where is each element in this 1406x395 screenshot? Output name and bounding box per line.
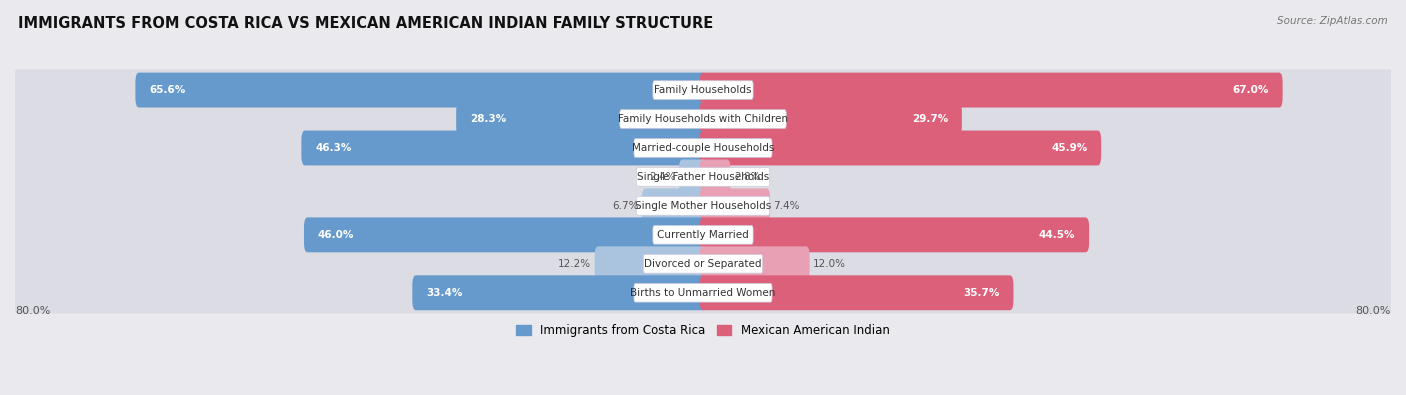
Text: 44.5%: 44.5% [1039, 230, 1076, 240]
Text: 7.4%: 7.4% [773, 201, 800, 211]
FancyBboxPatch shape [644, 254, 762, 273]
Text: 35.7%: 35.7% [963, 288, 1000, 298]
Text: 65.6%: 65.6% [149, 85, 186, 95]
Text: Divorced or Separated: Divorced or Separated [644, 259, 762, 269]
Text: 46.0%: 46.0% [318, 230, 354, 240]
FancyBboxPatch shape [652, 226, 754, 244]
FancyBboxPatch shape [700, 275, 1014, 310]
FancyBboxPatch shape [14, 185, 1392, 227]
Text: Married-couple Households: Married-couple Households [631, 143, 775, 153]
Text: Family Households: Family Households [654, 85, 752, 95]
Text: Single Mother Households: Single Mother Households [636, 201, 770, 211]
Text: Currently Married: Currently Married [657, 230, 749, 240]
Text: 46.3%: 46.3% [315, 143, 352, 153]
FancyBboxPatch shape [700, 73, 1282, 107]
FancyBboxPatch shape [14, 243, 1392, 284]
Legend: Immigrants from Costa Rica, Mexican American Indian: Immigrants from Costa Rica, Mexican Amer… [512, 319, 894, 342]
FancyBboxPatch shape [14, 214, 1392, 256]
FancyBboxPatch shape [634, 139, 772, 157]
FancyBboxPatch shape [595, 246, 706, 281]
Text: 80.0%: 80.0% [1355, 307, 1391, 316]
Text: 12.2%: 12.2% [558, 259, 591, 269]
FancyBboxPatch shape [304, 217, 706, 252]
FancyBboxPatch shape [700, 217, 1090, 252]
Text: Single Father Households: Single Father Households [637, 172, 769, 182]
Text: 80.0%: 80.0% [15, 307, 51, 316]
FancyBboxPatch shape [14, 127, 1392, 169]
FancyBboxPatch shape [634, 284, 772, 302]
FancyBboxPatch shape [652, 81, 754, 100]
FancyBboxPatch shape [135, 73, 706, 107]
FancyBboxPatch shape [700, 160, 731, 194]
FancyBboxPatch shape [456, 102, 706, 137]
FancyBboxPatch shape [679, 160, 706, 194]
Text: 67.0%: 67.0% [1233, 85, 1268, 95]
Text: IMMIGRANTS FROM COSTA RICA VS MEXICAN AMERICAN INDIAN FAMILY STRUCTURE: IMMIGRANTS FROM COSTA RICA VS MEXICAN AM… [18, 16, 713, 31]
FancyBboxPatch shape [301, 130, 706, 166]
FancyBboxPatch shape [637, 167, 769, 186]
Text: 2.8%: 2.8% [734, 172, 761, 182]
Text: 28.3%: 28.3% [470, 114, 506, 124]
Text: 2.4%: 2.4% [650, 172, 675, 182]
FancyBboxPatch shape [700, 130, 1101, 166]
Text: Births to Unmarried Women: Births to Unmarried Women [630, 288, 776, 298]
FancyBboxPatch shape [637, 197, 769, 215]
Text: 29.7%: 29.7% [912, 114, 948, 124]
FancyBboxPatch shape [412, 275, 706, 310]
FancyBboxPatch shape [14, 156, 1392, 198]
FancyBboxPatch shape [700, 246, 810, 281]
FancyBboxPatch shape [14, 70, 1392, 111]
FancyBboxPatch shape [643, 188, 706, 223]
Text: Family Households with Children: Family Households with Children [619, 114, 787, 124]
Text: 6.7%: 6.7% [612, 201, 638, 211]
FancyBboxPatch shape [700, 188, 770, 223]
FancyBboxPatch shape [14, 98, 1392, 140]
FancyBboxPatch shape [700, 102, 962, 137]
Text: 45.9%: 45.9% [1052, 143, 1087, 153]
Text: 12.0%: 12.0% [813, 259, 846, 269]
FancyBboxPatch shape [14, 272, 1392, 314]
Text: 33.4%: 33.4% [426, 288, 463, 298]
FancyBboxPatch shape [620, 110, 786, 128]
Text: Source: ZipAtlas.com: Source: ZipAtlas.com [1277, 16, 1388, 26]
